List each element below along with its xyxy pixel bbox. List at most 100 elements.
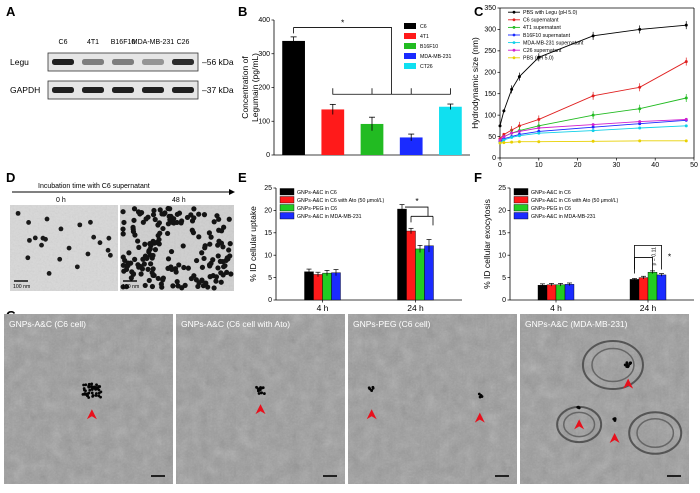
gold-nanoparticle (371, 386, 375, 390)
nanoparticle (157, 230, 163, 236)
bar (656, 274, 667, 301)
blot-band (142, 87, 164, 93)
blot-row-label: GAPDH (10, 85, 40, 95)
red-arrowhead-icon (574, 419, 585, 430)
nanoparticle (200, 283, 206, 289)
gold-nanoparticle (477, 392, 481, 396)
membrane-whorl (636, 417, 675, 449)
blot-band (52, 87, 74, 93)
series-point (517, 140, 521, 144)
membrane-whorl (581, 340, 644, 390)
incubation-arrow-label: Incubation time with C6 supernatant (38, 183, 150, 190)
nanoparticle (179, 218, 185, 224)
nanoparticle (170, 283, 176, 289)
nanoparticle (131, 217, 137, 223)
blot-band (82, 59, 104, 65)
legend-swatch (404, 33, 416, 39)
series-point (537, 140, 541, 144)
y-tick-label: 400 (258, 17, 270, 24)
nanoparticle (157, 207, 163, 213)
y-tick-label: 0 (502, 297, 506, 304)
nanoparticle (57, 256, 63, 262)
y-tick-label: 0 (492, 155, 496, 162)
nanoparticle (151, 207, 157, 214)
blot-lane-label: MDA-MB-231 (132, 39, 175, 46)
significance-star: * (341, 17, 345, 27)
series-point (502, 132, 506, 136)
nanoparticle (227, 241, 233, 247)
blot-band (52, 59, 74, 65)
legend-swatch (279, 204, 295, 212)
nanoparticle (130, 224, 136, 230)
y-tick-label: 20 (498, 208, 506, 215)
nanoparticle (211, 285, 217, 291)
x-tick-label: 20 (574, 162, 582, 169)
y-tick-label: 300 (484, 27, 496, 34)
bar (399, 137, 423, 155)
legend-label: PBS (pH 5.0) (523, 56, 554, 62)
legend-swatch (279, 188, 295, 196)
bar (439, 106, 462, 155)
bar (397, 208, 407, 301)
nanoparticle (199, 264, 206, 270)
legend-swatch (404, 63, 416, 69)
tem-noise (520, 314, 689, 484)
gold-nanoparticle (97, 391, 101, 395)
series-point (591, 125, 595, 129)
gold-nanoparticle (86, 393, 89, 397)
significance-star: * (415, 196, 419, 206)
nanoparticle (216, 216, 222, 222)
tem-image-0h: 100 nm (10, 205, 118, 291)
blot-band (112, 59, 134, 65)
nanoparticle (142, 241, 148, 247)
series-point (502, 138, 506, 142)
nanoparticle (215, 242, 221, 248)
nanoparticle (174, 219, 180, 226)
gold-nanoparticle (91, 394, 95, 398)
gold-nanoparticle (370, 389, 374, 392)
nanoparticle (160, 225, 166, 232)
nanoparticle (196, 234, 202, 240)
blot-lane-label: C26 (177, 39, 190, 46)
nanoparticle (43, 236, 48, 242)
blot-lane-label: B16F10 (111, 39, 136, 46)
legend-label: GNPs-PEG in C6 (531, 206, 571, 212)
legend-swatch (404, 23, 416, 29)
nanoparticle (167, 206, 173, 212)
y-tick-label: 5 (502, 275, 506, 282)
nanoparticle (207, 241, 213, 247)
nanoparticle (153, 239, 159, 246)
membrane-whorl (591, 347, 635, 383)
legend-label: PBS with Legu (pH 5.0) (523, 10, 577, 16)
series-line (499, 24, 687, 126)
nanoparticle (121, 268, 127, 274)
nanoparticle (32, 235, 38, 241)
bar (647, 272, 658, 301)
panel-b: B 0 100 200 300 400 Concentration of Legumain … (238, 4, 470, 159)
tem-image-title: GNPs-A&C (MDA-MB-231) (525, 319, 628, 329)
gold-nanoparticle (87, 396, 91, 399)
nanoparticle (74, 264, 80, 270)
x-tick-label: 4 h (317, 303, 329, 313)
bar (424, 245, 434, 301)
y-tick-label: 50 (488, 134, 496, 141)
legend-swatch (513, 196, 529, 204)
series-point (537, 126, 541, 130)
legend-swatch (279, 212, 295, 220)
gold-nanoparticle (259, 386, 263, 390)
series-point (638, 122, 642, 126)
nanoparticle (174, 211, 180, 217)
bar (360, 123, 384, 155)
nanoparticle (91, 234, 97, 240)
nanoparticle (213, 278, 219, 284)
gold-nanoparticle (87, 382, 91, 386)
panel-letter-e: E (238, 170, 247, 185)
blot-band (112, 87, 134, 93)
bar (322, 272, 332, 301)
gold-nanoparticle (257, 392, 261, 395)
legend-label: GNPs-A&C in C6 (531, 190, 571, 196)
nanoparticle (137, 263, 144, 270)
nanoparticle (146, 248, 152, 254)
tem-noise (176, 314, 345, 484)
nanoparticle (190, 230, 197, 236)
